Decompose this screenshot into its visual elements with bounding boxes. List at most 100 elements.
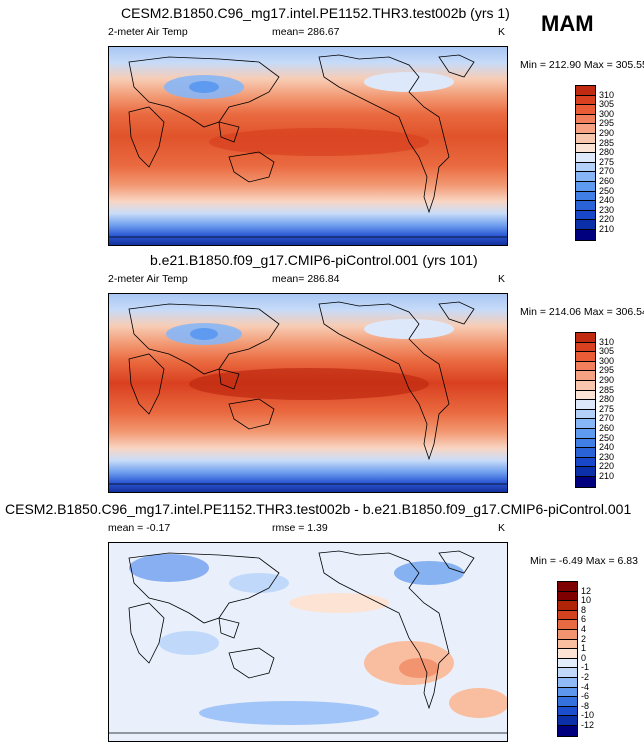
colorbar-swatch <box>558 610 577 621</box>
colorbar-tick-label: -10 <box>581 710 595 721</box>
colorbar-tick-label: 210 <box>599 471 615 481</box>
panel1-title: CESM2.B1850.C96_mg17.intel.PE1152.THR3.t… <box>121 5 510 21</box>
colorbar-swatch <box>558 658 577 669</box>
colorbar-tick-label: 270 <box>599 413 615 424</box>
colorbar-swatch <box>558 668 577 678</box>
colorbar-tick-label: 280 <box>599 147 615 158</box>
panel1-units-label: K <box>498 26 506 38</box>
panel2-units-label: K <box>498 273 506 285</box>
colorbar-swatch <box>558 601 577 611</box>
panel3-colorbar <box>557 581 578 737</box>
colorbar-tick-label: 230 <box>599 204 615 215</box>
colorbar-swatch <box>558 677 577 688</box>
colorbar-swatch <box>558 687 577 698</box>
panel2-map <box>108 293 508 493</box>
colorbar-swatch <box>576 457 595 468</box>
colorbar-swatch <box>576 153 595 163</box>
colorbar-tick-label: 250 <box>599 432 615 443</box>
colorbar-tick-label: 0 <box>581 652 587 663</box>
colorbar-swatch <box>576 162 595 173</box>
colorbar-tick-label: 220 <box>599 461 615 472</box>
colorbar-tick-label: -6 <box>581 691 590 702</box>
colorbar-tick-label: -8 <box>581 700 590 711</box>
colorbar-tick-label: 6 <box>581 614 587 625</box>
colorbar-swatch <box>576 333 595 343</box>
colorbar-swatch <box>576 400 595 410</box>
colorbar-swatch <box>576 419 595 429</box>
colorbar-swatch <box>576 448 595 458</box>
colorbar-swatch <box>576 229 595 240</box>
colorbar-tick-label: 295 <box>599 365 615 376</box>
panel1-map <box>108 46 508 246</box>
colorbar-swatch <box>576 95 595 106</box>
colorbar-swatch <box>576 172 595 182</box>
colorbar-tick-label: 240 <box>599 195 615 206</box>
colorbar-tick-label: 290 <box>599 128 615 138</box>
colorbar-tick-label: -1 <box>581 662 590 673</box>
colorbar-swatch <box>576 390 595 401</box>
colorbar-tick-label: 285 <box>599 384 615 395</box>
colorbar-swatch <box>558 582 577 592</box>
panel3-rmse-label: rmse = 1.39 <box>272 522 328 534</box>
colorbar-tick-label: 1 <box>581 643 587 654</box>
colorbar-tick-label: 305 <box>599 346 615 357</box>
panel1-mean-label: mean= 286.67 <box>272 26 340 38</box>
colorbar-tick-label: 305 <box>599 99 615 110</box>
colorbar-tick-label: 260 <box>599 423 615 433</box>
colorbar-tick-label: 300 <box>599 355 615 366</box>
colorbar-tick-label: 310 <box>599 89 615 100</box>
colorbar-tick-label: 12 <box>581 585 592 596</box>
colorbar-swatch <box>576 352 595 362</box>
colorbar-tick-label: 285 <box>599 137 615 148</box>
colorbar-tick-label: 230 <box>599 451 615 462</box>
panel2-mean-label: mean= 286.84 <box>272 273 340 285</box>
colorbar-tick-label: -4 <box>581 681 590 692</box>
colorbar-tick-label: 260 <box>599 176 615 186</box>
panel2-minmax-label: Min = 214.06 Max = 306.54 <box>520 306 644 318</box>
colorbar-swatch <box>576 380 595 391</box>
panel3-map <box>108 542 508 742</box>
colorbar-tick-label: 240 <box>599 442 615 453</box>
colorbar-swatch <box>576 210 595 221</box>
panel2-colorbar <box>575 332 596 488</box>
colorbar-swatch <box>558 697 577 707</box>
colorbar-swatch <box>576 428 595 439</box>
panel3-minmax-label: Min = -6.49 Max = 6.83 <box>530 555 638 567</box>
panel2-variable-label: 2-meter Air Temp <box>108 273 188 285</box>
colorbar-swatch <box>576 409 595 420</box>
colorbar-swatch <box>576 191 595 202</box>
panel2-title: b.e21.B1850.f09_g17.CMIP6-piControl.001 … <box>150 252 478 268</box>
colorbar-tick-label: -2 <box>581 672 590 682</box>
colorbar-swatch <box>558 716 577 726</box>
colorbar-swatch <box>576 201 595 211</box>
season-label: MAM <box>541 11 594 36</box>
colorbar-tick-label: 10 <box>581 595 592 606</box>
colorbar-swatch <box>558 639 577 650</box>
colorbar-swatch <box>576 124 595 134</box>
colorbar-swatch <box>576 105 595 115</box>
colorbar-tick-label: 310 <box>599 336 615 347</box>
colorbar-swatch <box>576 114 595 125</box>
colorbar-tick-label: -12 <box>581 720 595 730</box>
colorbar-tick-label: 210 <box>599 224 615 234</box>
colorbar-swatch <box>576 133 595 144</box>
colorbar-tick-label: 275 <box>599 403 615 414</box>
panel1-variable-label: 2-meter Air Temp <box>108 26 188 38</box>
colorbar-swatch <box>576 181 595 192</box>
colorbar-swatch <box>558 629 577 640</box>
colorbar-swatch <box>558 725 577 736</box>
colorbar-tick-label: 295 <box>599 118 615 129</box>
panel3-units-label: K <box>498 522 506 534</box>
colorbar-swatch <box>576 220 595 230</box>
colorbar-tick-label: 290 <box>599 375 615 385</box>
colorbar-swatch <box>576 143 595 154</box>
colorbar-tick-label: 270 <box>599 166 615 177</box>
colorbar-swatch <box>576 342 595 353</box>
colorbar-swatch <box>576 361 595 372</box>
colorbar-tick-label: 250 <box>599 185 615 196</box>
colorbar-swatch <box>576 438 595 449</box>
panel3-mean-label: mean = -0.17 <box>108 522 171 534</box>
panel1-colorbar <box>575 85 596 241</box>
colorbar-tick-label: 300 <box>599 108 615 119</box>
panel1-minmax-label: Min = 212.90 Max = 305.55 <box>520 59 644 71</box>
